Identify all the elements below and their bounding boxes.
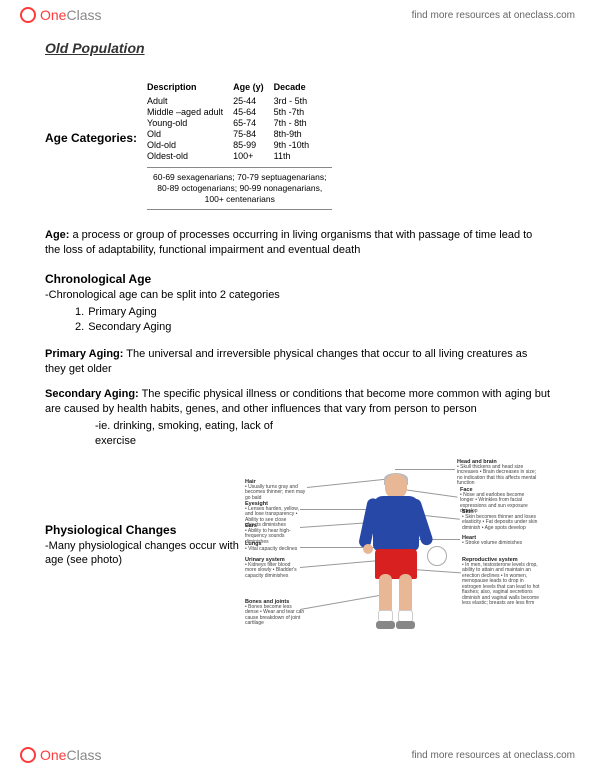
logo-text-class: Class xyxy=(66,747,101,763)
footer-link[interactable]: find more resources at oneclass.com xyxy=(412,750,575,761)
page-footer: OneClass find more resources at oneclass… xyxy=(0,740,595,770)
col-decade: Decade xyxy=(274,81,320,95)
man-head xyxy=(385,474,407,498)
man-sock xyxy=(378,610,393,622)
age-definition: Age: a process or group of processes occ… xyxy=(45,228,550,258)
note-line: 60-69 sexagenarians; 70-79 septuagenaria… xyxy=(153,172,326,183)
man-hand xyxy=(363,544,373,554)
table-row: Middle –aged adult45-645th -7th xyxy=(147,106,319,117)
list-item: 2.Secondary Aging xyxy=(75,320,550,335)
callout-hair: Hair• Usually turns gray and becomes thi… xyxy=(245,479,307,502)
physiological-figure: Hair• Usually turns gray and becomes thi… xyxy=(245,459,550,639)
secondary-label: Secondary Aging: xyxy=(45,388,139,400)
primary-label: Primary Aging: xyxy=(45,348,123,360)
logo: OneClass xyxy=(20,7,101,23)
age-categories-table: Description Age (y) Decade Adult25-443rd… xyxy=(147,81,319,161)
man-sock xyxy=(398,610,413,622)
secondary-aging: Secondary Aging: The specific physical i… xyxy=(45,387,550,417)
man-shoe xyxy=(376,621,395,629)
chrono-line: -Chronological age can be split into 2 c… xyxy=(45,288,550,303)
chrono-heading: Chronological Age xyxy=(45,272,550,286)
list-item: 1.Primary Aging xyxy=(75,305,550,320)
table-row: Adult25-443rd - 5th xyxy=(147,95,319,106)
callout-urinary: Urinary system• Kidneys filter blood mor… xyxy=(245,557,303,580)
table-row: Old-old85-999th -10th xyxy=(147,139,319,150)
logo: OneClass xyxy=(20,747,101,763)
col-age: Age (y) xyxy=(233,81,274,95)
callout-heart: Heart• Stroke volume diminishes xyxy=(462,535,540,547)
logo-text-one: One xyxy=(40,747,66,763)
age-categories-row: Age Categories: Description Age (y) Deca… xyxy=(45,81,550,210)
callout-skin: Skin• Skin becomes thinner and loses ela… xyxy=(462,509,540,532)
phys-heading: Physiological Changes xyxy=(45,523,245,537)
age-categories-label: Age Categories: xyxy=(45,131,137,145)
callout-head-brain: Head and brain• Skull thickens and head … xyxy=(457,459,537,487)
man-shoe xyxy=(396,621,415,629)
callout-lungs: Lungs• Vital capacity declines xyxy=(245,541,303,553)
man-illustration xyxy=(355,474,435,629)
table-row: Oldest-old100+11th xyxy=(147,150,319,161)
note-line: 100+ centenarians xyxy=(153,194,326,205)
page-content: Old Population Age Categories: Descripti… xyxy=(0,30,595,639)
logo-text-one: One xyxy=(40,7,66,23)
phys-line: -Many physiological changes occur with a… xyxy=(45,539,245,569)
col-description: Description xyxy=(147,81,233,95)
chrono-list: 1.Primary Aging 2.Secondary Aging xyxy=(75,305,550,336)
page-title: Old Population xyxy=(45,40,550,56)
secondary-example: -ie. drinking, smoking, eating, lack of … xyxy=(95,419,295,449)
note-line: 80-89 octogenarians; 90-99 nonagenarians… xyxy=(153,183,326,194)
page-header: OneClass find more resources at oneclass… xyxy=(0,0,595,30)
man-torso xyxy=(373,496,419,551)
age-categories-note: 60-69 sexagenarians; 70-79 septuagenaria… xyxy=(147,167,332,210)
table-row: Young-old65-747th - 8th xyxy=(147,117,319,128)
logo-circle-icon xyxy=(20,7,36,23)
header-link[interactable]: find more resources at oneclass.com xyxy=(412,10,575,21)
age-def-label: Age: xyxy=(45,229,69,241)
age-categories-block: Description Age (y) Decade Adult25-443rd… xyxy=(147,81,332,210)
phys-text: Physiological Changes -Many physiologica… xyxy=(45,459,245,579)
physiological-row: Physiological Changes -Many physiologica… xyxy=(45,459,550,639)
callout-repro: Reproductive system• In men, testosteron… xyxy=(462,557,544,607)
callout-bones: Bones and joints• Bones become less dens… xyxy=(245,599,305,627)
logo-circle-icon xyxy=(20,747,36,763)
lead-line xyxy=(395,469,455,470)
age-def-text: a process or group of processes occurrin… xyxy=(45,229,532,256)
logo-text-class: Class xyxy=(66,7,101,23)
soccer-ball-icon xyxy=(427,546,447,566)
table-row: Old75-848th-9th xyxy=(147,128,319,139)
primary-aging: Primary Aging: The universal and irrever… xyxy=(45,347,550,377)
